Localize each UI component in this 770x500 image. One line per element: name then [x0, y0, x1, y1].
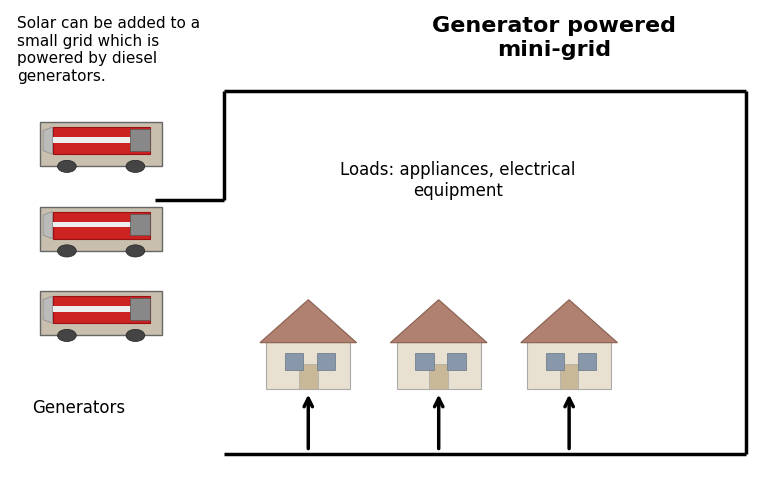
Circle shape	[58, 245, 76, 257]
Polygon shape	[52, 296, 149, 324]
Circle shape	[58, 330, 76, 342]
Polygon shape	[430, 364, 448, 389]
Text: Solar can be added to a
small grid which is
powered by diesel
generators.: Solar can be added to a small grid which…	[17, 16, 200, 84]
Polygon shape	[52, 212, 149, 238]
Circle shape	[126, 160, 145, 172]
Polygon shape	[299, 364, 317, 389]
Polygon shape	[316, 354, 335, 370]
Polygon shape	[43, 296, 52, 324]
Polygon shape	[40, 122, 162, 166]
Polygon shape	[260, 300, 357, 343]
Circle shape	[58, 160, 76, 172]
Circle shape	[126, 245, 145, 257]
Polygon shape	[266, 340, 350, 389]
Polygon shape	[560, 364, 578, 389]
Polygon shape	[390, 300, 487, 343]
Polygon shape	[40, 206, 162, 251]
Text: Loads: appliances, electrical
equipment: Loads: appliances, electrical equipment	[340, 161, 575, 200]
Polygon shape	[285, 354, 303, 370]
Polygon shape	[130, 214, 149, 235]
Polygon shape	[52, 127, 149, 154]
Polygon shape	[52, 137, 149, 143]
Polygon shape	[397, 340, 481, 389]
Polygon shape	[545, 354, 564, 370]
Polygon shape	[415, 354, 434, 370]
Polygon shape	[130, 298, 149, 320]
Polygon shape	[52, 306, 149, 312]
Polygon shape	[43, 212, 52, 238]
Polygon shape	[527, 340, 611, 389]
Polygon shape	[130, 129, 149, 150]
Text: Generators: Generators	[32, 399, 126, 417]
Polygon shape	[40, 291, 162, 336]
Polygon shape	[52, 222, 149, 228]
Polygon shape	[447, 354, 466, 370]
Circle shape	[126, 330, 145, 342]
Polygon shape	[521, 300, 618, 343]
Text: Generator powered
mini-grid: Generator powered mini-grid	[432, 16, 676, 60]
Polygon shape	[43, 127, 52, 154]
Polygon shape	[578, 354, 596, 370]
